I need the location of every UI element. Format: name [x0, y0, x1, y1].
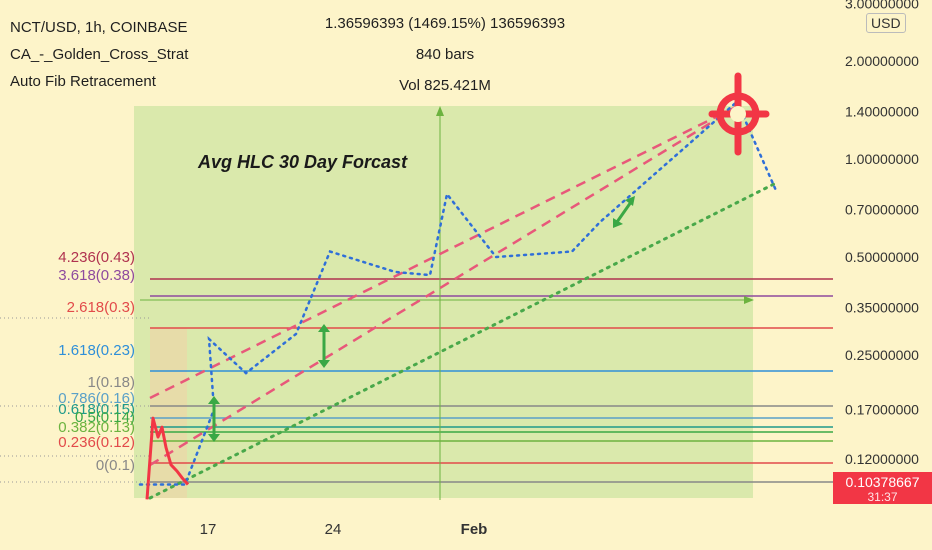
x-tick-label: Feb [461, 521, 488, 538]
fib-levels [0, 278, 833, 483]
channel-middle-line [149, 103, 741, 467]
x-tick-label: 24 [325, 521, 342, 538]
last-price-tag: 0.10378667 31:37 [833, 472, 932, 504]
y-tick-label: 1.40000000 [845, 103, 919, 119]
fib-level-label: 0.786(0.16) [58, 390, 135, 407]
measure-volume: Vol 825.421M [399, 77, 491, 94]
fib-level-label: 1(0.18) [87, 374, 135, 391]
history-zone [150, 328, 187, 498]
fib-level-label: 2.618(0.3) [67, 299, 135, 316]
measure-change: 1.36596393 (1469.15%) 136596393 [324, 15, 566, 32]
y-axis: 3.00000000 2.00000000 1.40000000 1.00000000… [845, 0, 919, 467]
fib-level-label: 0.382(0.13) [58, 419, 135, 436]
indicator-golden-cross[interactable]: CA_-_Golden_Cross_Strat [10, 46, 189, 63]
y-tick-label: 0.25000000 [845, 347, 919, 363]
target-icon [708, 72, 770, 156]
y-tick-label: 0.70000000 [845, 201, 919, 217]
y-tick-label: 0.35000000 [845, 299, 919, 315]
chart-legend: NCT/USD, 1h, COINBASE CA_-_Golden_Cross_… [10, 14, 188, 95]
double-arrow-2 [318, 324, 330, 368]
forecast-annotation: Avg HLC 30 Day Forcast [197, 152, 408, 172]
last-price-value: 0.10378667 [845, 474, 920, 490]
y-tick-label: 0.12000000 [845, 451, 919, 467]
double-arrow-1 [208, 396, 220, 442]
y-tick-label: 0.17000000 [845, 402, 919, 418]
indicator-auto-fib[interactable]: Auto Fib Retracement [10, 73, 156, 90]
channel-upper-line [149, 103, 741, 400]
symbol-title[interactable]: NCT/USD, 1h, COINBASE [10, 19, 188, 36]
x-tick-label: 17 [200, 521, 217, 538]
fib-level-label: 0.236(0.12) [58, 434, 135, 451]
channel-lower-line [148, 180, 780, 500]
fib-labels: 4.236(0.43)3.618(0.38) 2.618(0.3) 1.618(0.… [58, 249, 135, 474]
measure-stats: 1.36596393 (1469.15%) 136596393 840 bars… [300, 8, 590, 101]
bar-countdown: 31:37 [867, 490, 898, 504]
forecast-line [138, 99, 778, 486]
fib-level-label: 4.236(0.43) [58, 249, 135, 266]
y-tick-label: 2.00000000 [845, 53, 919, 69]
price-line [145, 416, 190, 500]
y-tick-label: 0.50000000 [845, 249, 919, 265]
fib-level-label: 0.5(0.14) [75, 409, 135, 426]
measure-arrow-head-up [436, 106, 444, 116]
double-arrow-3 [613, 196, 635, 228]
fib-level-label: 1.618(0.23) [58, 342, 135, 359]
currency-badge[interactable]: USD [866, 13, 906, 33]
measure-bars: 840 bars [415, 46, 475, 63]
fib-level-label: 3.618(0.38) [58, 267, 135, 284]
x-axis: 17 24 Feb [200, 521, 488, 538]
y-tick-label: 1.00000000 [845, 151, 919, 167]
y-tick-label: 3.00000000 [845, 0, 919, 12]
fib-level-label: 0.618(0.15) [58, 401, 135, 418]
fib-level-label: 0(0.1) [96, 457, 135, 474]
measure-arrow-head-right [744, 296, 754, 304]
